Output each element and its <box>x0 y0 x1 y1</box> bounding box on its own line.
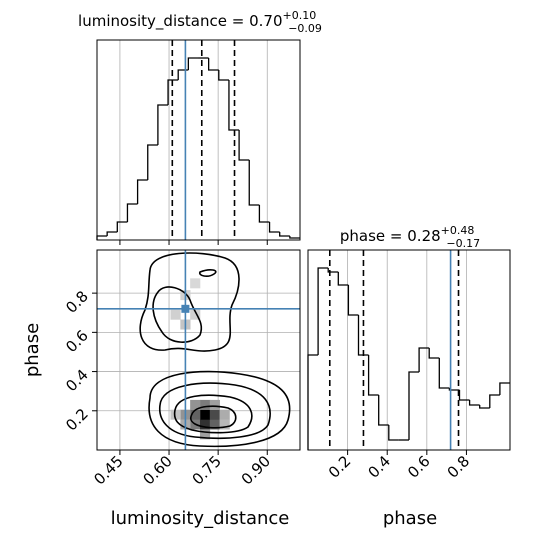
density-cell <box>190 278 201 289</box>
x-tick-label: 0.4 <box>364 452 394 482</box>
x-tick-label: 0.60 <box>140 452 176 488</box>
overlays <box>96 39 511 451</box>
panel-frame <box>307 249 511 451</box>
density-cell <box>219 419 230 430</box>
hist-bin <box>96 235 108 240</box>
hist-bin <box>428 348 440 359</box>
hist-bin <box>357 315 369 356</box>
x-tick-label: 0.75 <box>189 452 225 488</box>
hist-bin <box>126 203 138 222</box>
title-lower: −0.17 <box>446 237 480 250</box>
density-cell <box>199 399 211 410</box>
panel-frame <box>96 39 301 241</box>
hist-bin <box>157 104 169 145</box>
hist-bin <box>468 400 480 406</box>
hist-bin <box>228 80 240 131</box>
hist-bin <box>408 371 420 440</box>
hist-bin <box>279 232 290 237</box>
hist-bin <box>116 221 128 232</box>
hist-bin <box>147 144 158 180</box>
x-tick-label: 0.45 <box>90 452 126 488</box>
x-tick-label: 0.6 <box>404 452 434 482</box>
density-cell <box>190 399 201 410</box>
hist-bin <box>218 70 229 81</box>
hist-bin <box>187 57 199 70</box>
y-tick-label: 0.8 <box>62 287 92 317</box>
hist-bin <box>289 236 300 239</box>
hist-bin <box>248 160 260 206</box>
density-cell <box>209 419 220 430</box>
hist-bin <box>438 358 450 389</box>
hist-bin <box>258 205 270 223</box>
hist-bin <box>458 390 470 401</box>
y-tick-label: 0.2 <box>62 405 92 435</box>
density-cell <box>190 409 201 420</box>
hist-bin <box>136 179 148 204</box>
hist-bin <box>106 231 118 236</box>
title-main: phase = 0.28 <box>340 227 441 245</box>
hist-bin <box>337 272 349 286</box>
hist-bin <box>448 388 460 391</box>
hist-bin <box>479 405 490 409</box>
density-cell <box>219 409 230 420</box>
hist-bin <box>489 394 500 408</box>
panel-frame <box>96 249 301 451</box>
hist-bin <box>388 425 399 441</box>
x-tick-label: 0.2 <box>325 452 355 482</box>
density-cell <box>190 309 201 320</box>
hist-bin <box>499 382 510 395</box>
contours <box>139 252 291 448</box>
hist-bin <box>268 222 280 233</box>
y-tick-label: 0.6 <box>62 326 92 356</box>
x-tick-label: 0.8 <box>444 452 474 482</box>
x-axis-label: luminosity_distance <box>111 508 290 529</box>
hist-bin <box>367 355 379 396</box>
density-cell <box>209 399 220 410</box>
panel-title: phase = 0.28+0.48 −0.17 <box>340 224 480 250</box>
plots: 0.45 0.60 0.75 0.90 0.2 0.4 0.6 0.8 0.2 0.4 0.6 0.8 <box>62 40 510 488</box>
x-tick-label: 0.90 <box>238 452 274 488</box>
title-upper: +0.10 <box>283 9 317 22</box>
density-cell <box>199 409 211 420</box>
density-cell <box>170 409 181 420</box>
y-axis-label: phase <box>22 323 43 377</box>
density-cell <box>170 309 181 320</box>
y-tick-label: 0.4 <box>62 366 92 396</box>
hist-bin <box>177 69 189 80</box>
x-axis-label: phase <box>383 508 437 529</box>
density-cell <box>199 429 211 440</box>
truth-marker <box>181 304 190 313</box>
panel-title: luminosity_distance = 0.70+0.10 −0.09 <box>78 9 322 35</box>
hist-bin <box>327 268 339 273</box>
hist-bin <box>418 347 430 372</box>
title-upper: +0.48 <box>441 224 475 237</box>
hist-bin <box>317 267 329 355</box>
hist-bin <box>208 58 219 71</box>
hist-bin <box>378 395 389 426</box>
hist-bin <box>238 130 250 161</box>
hist-bin <box>167 79 179 105</box>
density-cell <box>209 409 220 420</box>
density-cell <box>199 419 211 430</box>
title-main: luminosity_distance = 0.70 <box>78 12 282 31</box>
title-lower: −0.09 <box>288 22 322 35</box>
hist-bin <box>307 354 319 450</box>
hist-bin <box>347 285 359 316</box>
